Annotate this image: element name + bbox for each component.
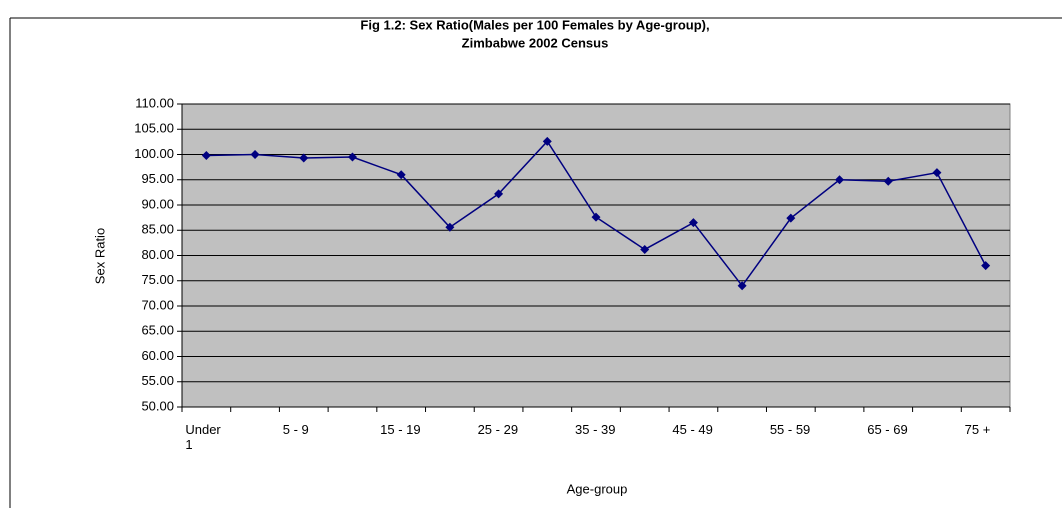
y-tick-label: 50.00	[141, 398, 174, 413]
y-tick-label: 100.00	[134, 146, 174, 161]
data-point	[786, 213, 796, 223]
x-tick-label: 15 - 19	[380, 422, 421, 437]
data-point	[396, 170, 406, 180]
x-tick-label: 65 - 69	[867, 422, 908, 437]
data-point	[591, 212, 601, 222]
x-tick-label: 35 - 39	[575, 422, 616, 437]
y-tick-label: 60.00	[141, 348, 174, 363]
data-point	[347, 152, 357, 162]
x-tick-label: 75 +	[964, 422, 991, 437]
data-point	[542, 136, 552, 146]
y-tick-label: 70.00	[141, 297, 174, 312]
y-axis-label: Sex Ratio	[92, 228, 107, 284]
chart-title: Fig 1.2: Sex Ratio(Males per 100 Females…	[360, 17, 709, 32]
x-tick-label: Under 1	[185, 422, 221, 452]
y-tick-label: 105.00	[134, 121, 174, 136]
y-tick-label: 55.00	[141, 373, 174, 388]
y-tick-label: 75.00	[141, 272, 174, 287]
data-point	[445, 222, 455, 232]
data-point	[201, 151, 211, 161]
data-point	[494, 189, 504, 199]
y-tick-label: 85.00	[141, 222, 174, 237]
data-point	[688, 218, 698, 228]
y-tick-label: 90.00	[141, 196, 174, 211]
data-point	[737, 281, 747, 291]
y-tick-label: 80.00	[141, 247, 174, 262]
y-tick-label: 65.00	[141, 323, 174, 338]
data-point	[981, 261, 991, 271]
data-point	[250, 150, 260, 159]
x-tick-label: 5 - 9	[282, 422, 309, 437]
data-point	[835, 175, 845, 185]
data-point	[299, 153, 309, 163]
x-tick-label: 55 - 59	[769, 422, 811, 437]
chart-subtitle: Zimbabwe 2002 Census	[462, 35, 609, 50]
y-tick-label: 110.00	[135, 95, 174, 110]
x-tick-label: 25 - 29	[477, 422, 519, 437]
data-point	[883, 176, 893, 186]
y-tick-label: 95.00	[141, 171, 174, 186]
x-axis-label: Age-group	[567, 481, 628, 496]
x-tick-label: 45 - 49	[672, 422, 713, 437]
data-point	[932, 168, 942, 178]
data-point	[640, 244, 650, 254]
